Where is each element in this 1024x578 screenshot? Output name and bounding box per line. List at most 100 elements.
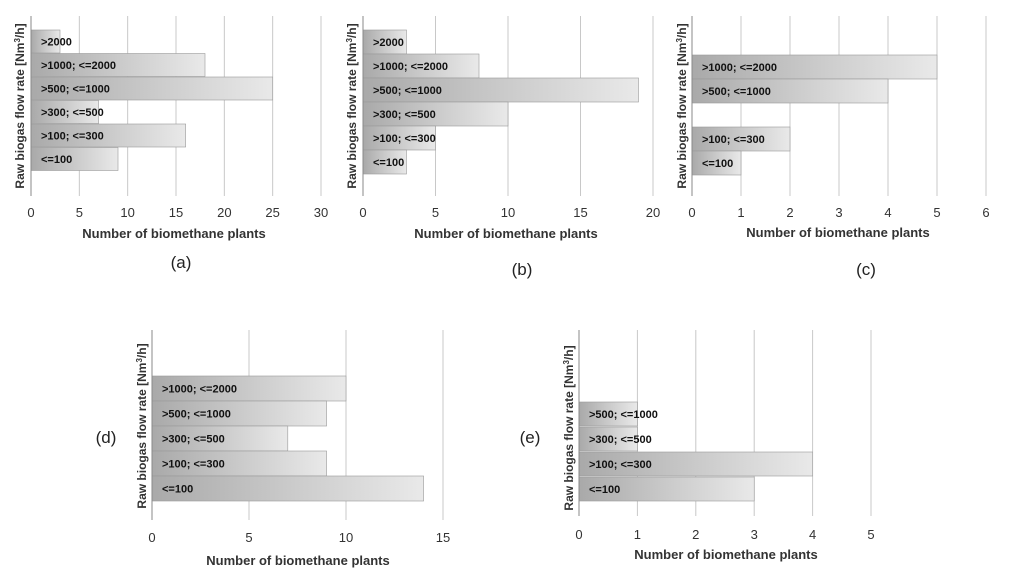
y-axis-label-superscript: 3 [13,38,22,43]
category-label: >1000; <=2000 [41,60,116,72]
y-axis-label-unit: /h] [13,23,27,38]
category-label: >500; <=1000 [702,86,771,98]
x-tick-label: 20 [217,205,231,220]
y-axis-label-unit: /h] [135,343,149,358]
x-tick-label: 5 [933,205,940,220]
x-tick-label: 6 [982,205,989,220]
bar [151,400,327,427]
y-axis-label-unit: /h] [675,23,689,38]
bar [151,475,424,502]
category-label: >100; <=300 [589,459,652,471]
x-tick-label: 5 [867,527,874,542]
x-tick-label: 3 [835,205,842,220]
x-tick-label: 5 [245,530,252,545]
x-tick-label: 1 [737,205,744,220]
bar [578,401,638,427]
x-tick-label: 4 [884,205,891,220]
chart-panel-1: 0 5 10 15 20 >2000 >1000; <=2000 >500; <=1000 >3… [345,16,660,279]
y-axis-label-main: Raw biogas flow rate [Nm [562,365,576,511]
bar [362,77,639,103]
category-label: <=100 [373,157,404,169]
y-axis-label-main: Raw biogas flow rate [Nm [13,43,27,189]
y-axis-label-unit: /h] [562,345,576,360]
x-tick-label: 0 [575,527,582,542]
x-axis-label: Number of biomethane plants [82,226,265,241]
panel-label: (c) [856,260,876,279]
x-tick-label: 5 [432,205,439,220]
bar [362,29,407,55]
bar [578,476,755,502]
category-label: >500; <=1000 [41,84,110,96]
chart-panel-2: 0 1 2 3 4 5 6 >1000; <=2000 >500; <=1000 >100; <=… [675,16,990,279]
x-tick-label: 5 [76,205,83,220]
x-tick-label: 10 [501,205,515,220]
x-tick-label: 30 [314,205,328,220]
category-label: >1000; <=2000 [162,384,237,396]
category-label: >100; <=300 [373,133,436,145]
panel-label: (d) [96,428,117,447]
y-axis-label: Raw biogas flow rate [Nm3/h] [675,23,689,188]
chart-panel-0: 0 5 10 15 20 25 30 >2000 >1000; <=2000 >500; <=10… [13,16,328,272]
bar [691,150,742,176]
x-axis-label: Number of biomethane plants [746,225,929,240]
bar [691,54,938,80]
x-axis-label: Number of biomethane plants [634,547,817,562]
category-label: >100; <=300 [702,134,765,146]
y-axis-label: Raw biogas flow rate [Nm3/h] [345,23,359,188]
category-label: >500; <=1000 [589,409,658,421]
x-tick-label: 1 [634,527,641,542]
category-label: >100; <=300 [41,131,104,143]
x-tick-label: 2 [692,527,699,542]
panel-label: (a) [171,253,192,272]
x-axis-label: Number of biomethane plants [206,553,389,568]
x-tick-label: 0 [27,205,34,220]
category-label: >500; <=1000 [373,85,442,97]
bar [362,101,509,127]
y-axis-label-superscript: 3 [345,38,354,43]
bar [151,425,289,452]
y-axis-label-superscript: 3 [675,38,684,43]
category-label: >1000; <=2000 [702,62,777,74]
y-axis-label: Raw biogas flow rate [Nm3/h] [135,343,149,508]
x-tick-label: 0 [359,205,366,220]
bar [691,126,791,152]
x-tick-label: 15 [169,205,183,220]
category-label: <=100 [589,484,620,496]
panel-label: (e) [520,428,541,447]
category-label: >300; <=500 [162,434,225,446]
x-tick-label: 0 [148,530,155,545]
category-label: >2000 [373,37,404,49]
category-label: >1000; <=2000 [373,61,448,73]
panel-label: (b) [512,260,533,279]
x-tick-label: 3 [751,527,758,542]
y-axis-label-main: Raw biogas flow rate [Nm [345,43,359,189]
x-tick-label: 4 [809,527,816,542]
x-tick-label: 15 [573,205,587,220]
bar [691,78,889,104]
category-label: >2000 [41,37,72,49]
chart-panel-3: 0 5 10 15 >1000; <=2000 >500; <=1000 >300; <=5… [96,330,450,568]
category-label: >300; <=500 [589,434,652,446]
category-label: >100; <=300 [162,459,225,471]
category-label: <=100 [41,154,72,166]
category-label: >300; <=500 [41,107,104,119]
y-axis-label-superscript: 3 [135,358,144,363]
x-tick-label: 20 [646,205,660,220]
x-tick-label: 15 [436,530,450,545]
category-label: <=100 [702,158,733,170]
chart-panel-4: 0 1 2 3 4 5 >500; <=1000 >300; <=500 >100; <=300… [520,330,875,562]
y-axis-label-superscript: 3 [562,360,571,365]
y-axis-label-main: Raw biogas flow rate [Nm [675,43,689,189]
x-tick-label: 10 [339,530,353,545]
x-tick-label: 10 [120,205,134,220]
x-axis-label: Number of biomethane plants [414,226,597,241]
bar [578,426,638,452]
x-tick-label: 25 [265,205,279,220]
category-label: >500; <=1000 [162,409,231,421]
category-label: >300; <=500 [373,109,436,121]
bar [151,375,347,402]
category-label: <=100 [162,484,193,496]
x-tick-label: 0 [688,205,695,220]
y-axis-label-main: Raw biogas flow rate [Nm [135,363,149,509]
y-axis-label: Raw biogas flow rate [Nm3/h] [562,345,576,510]
